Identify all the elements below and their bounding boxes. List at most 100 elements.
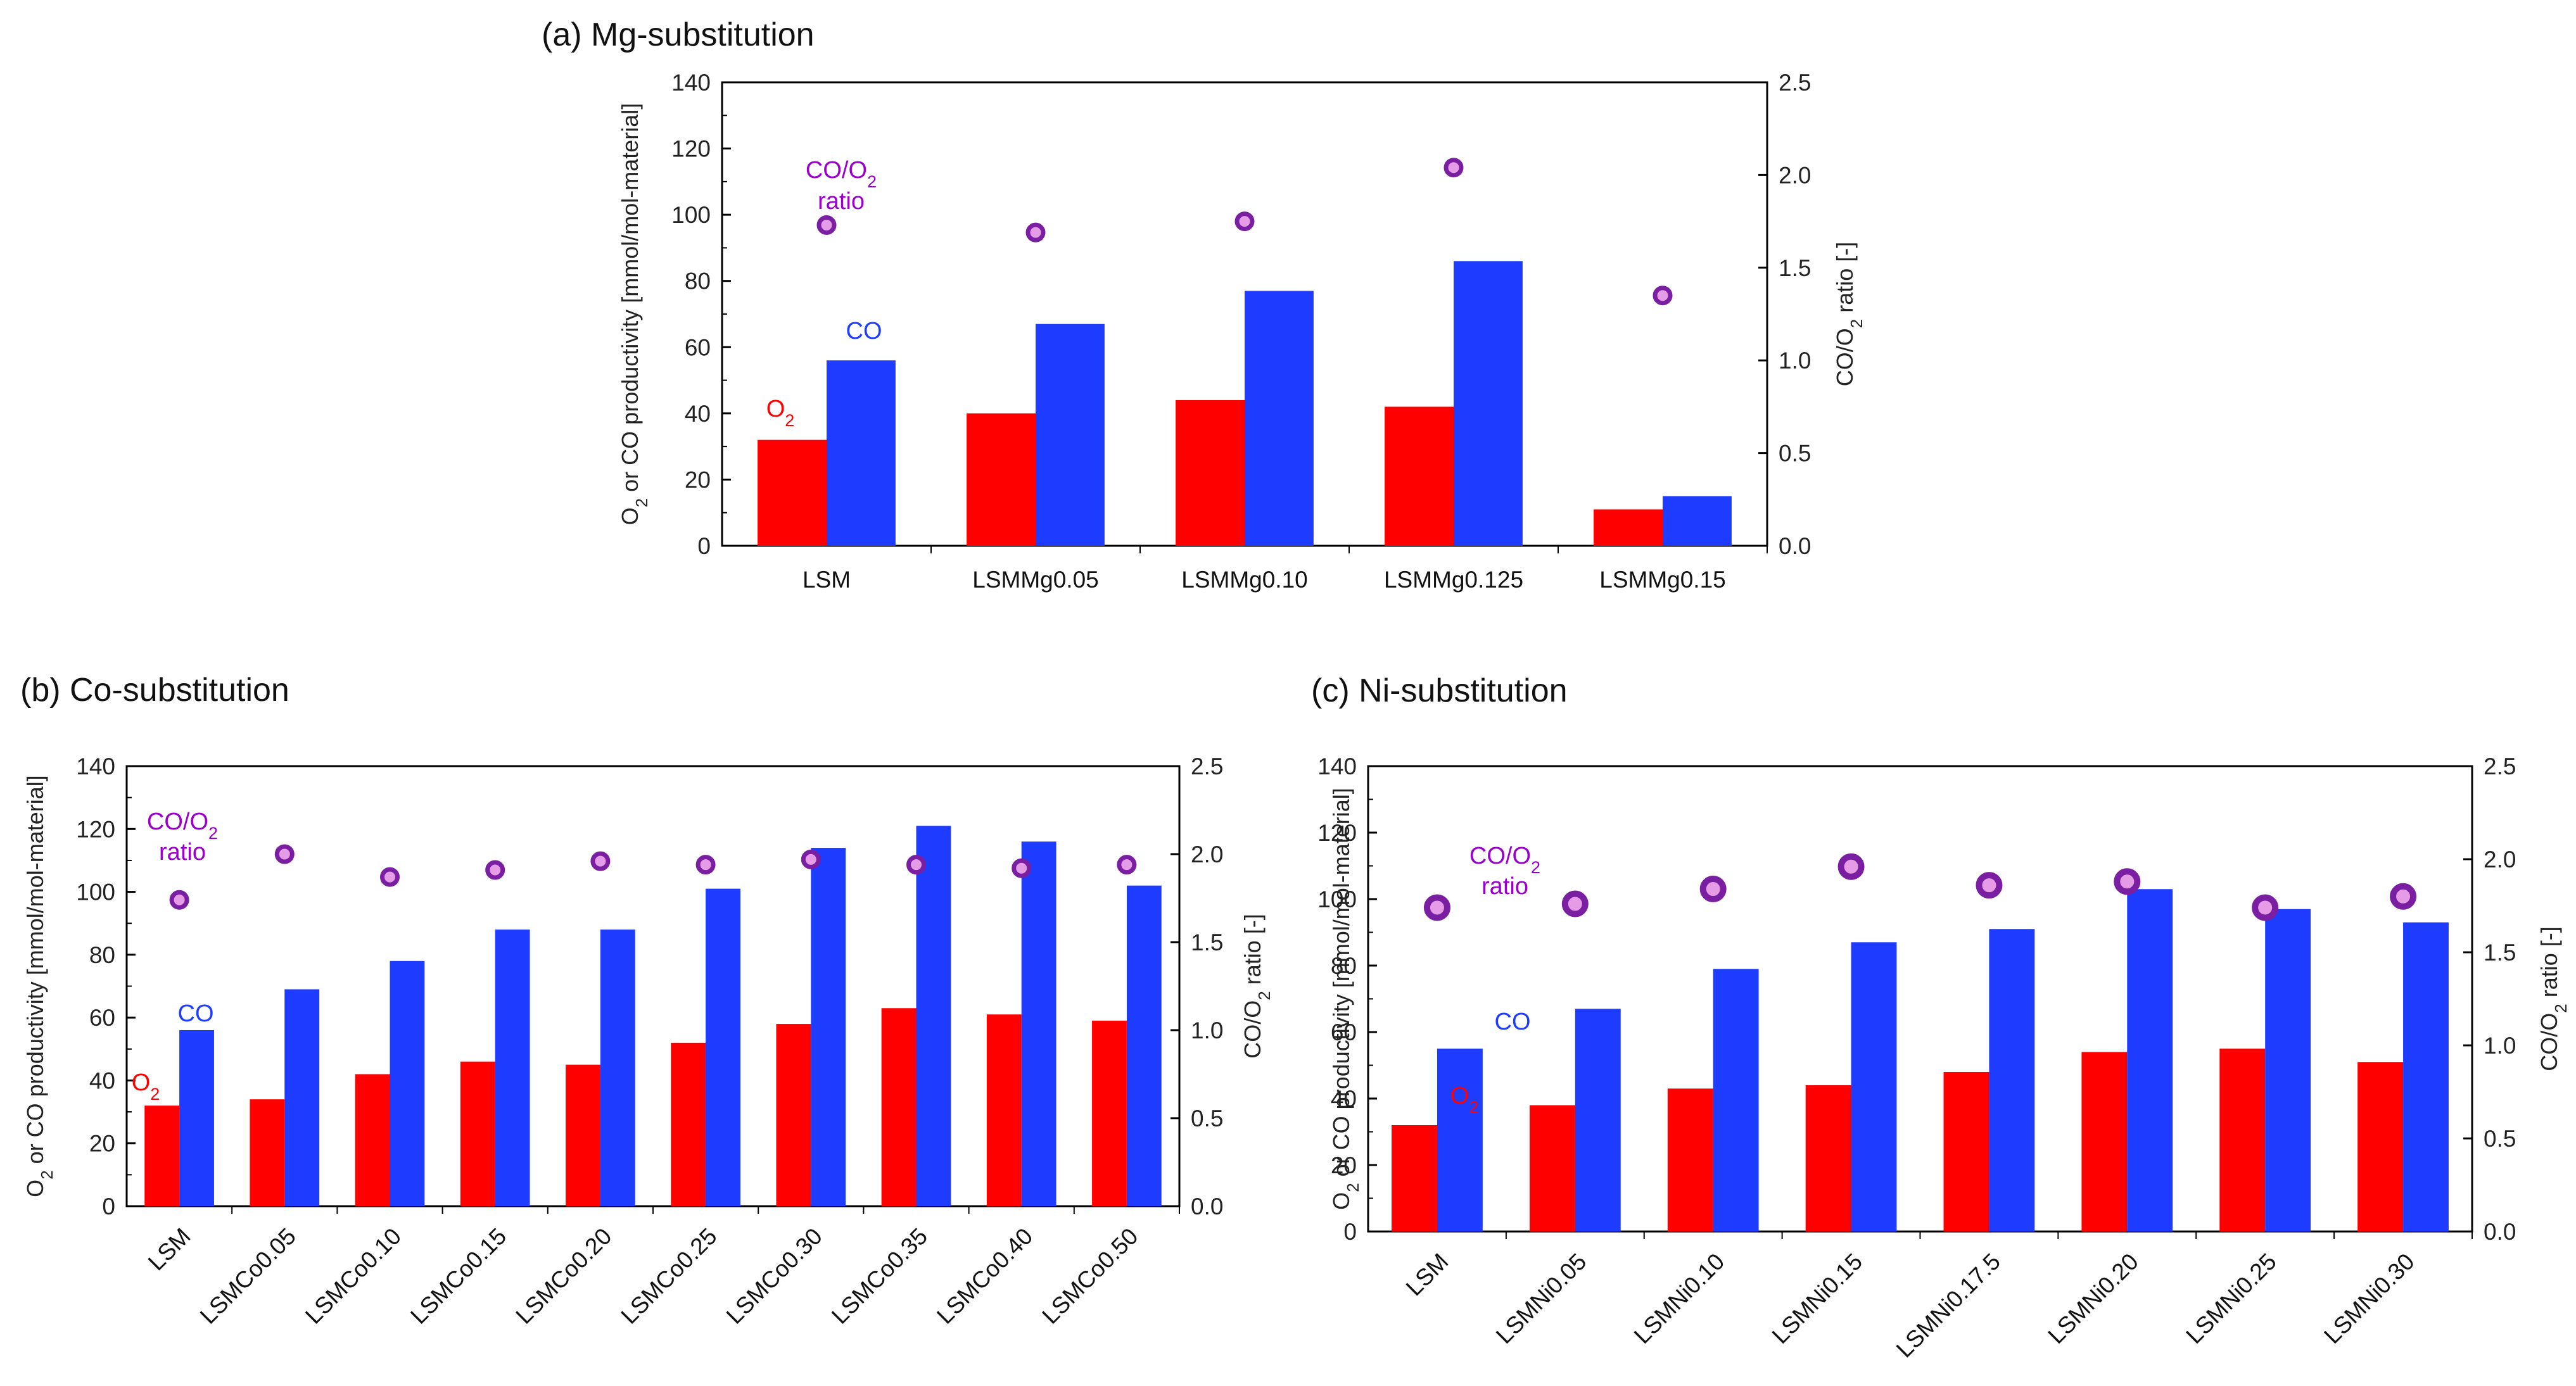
ratio-point bbox=[1837, 853, 1865, 880]
x-tick-label: LSM bbox=[143, 1223, 196, 1276]
bar-co bbox=[1021, 841, 1056, 1206]
bar-co bbox=[1663, 496, 1732, 546]
bar-o2 bbox=[1176, 400, 1245, 546]
ratio-series-label: CO/O2 bbox=[806, 157, 877, 191]
y-tick-label: 80 bbox=[89, 942, 115, 968]
bar-o2 bbox=[2357, 1062, 2404, 1232]
co-series-label: CO bbox=[178, 1000, 214, 1027]
x-tick-label: LSM bbox=[803, 567, 851, 593]
x-tick-label: LSMNi0.25 bbox=[2181, 1249, 2281, 1349]
x-tick-label: LSMMg0.125 bbox=[1384, 567, 1523, 593]
bar-o2 bbox=[967, 413, 1036, 546]
bar-co bbox=[827, 360, 896, 546]
bar-co bbox=[1126, 885, 1162, 1206]
bar-o2 bbox=[1667, 1088, 1713, 1232]
y-tick-label: 40 bbox=[1331, 1086, 1357, 1112]
y-tick-label: 100 bbox=[76, 879, 115, 905]
y-axis-label: O2 or CO productivity [mmol/mol-material… bbox=[1328, 788, 1362, 1210]
y2-tick-label: 2.5 bbox=[2484, 753, 2516, 779]
bar-co bbox=[495, 929, 530, 1206]
co-series-label: CO bbox=[1495, 1009, 1531, 1035]
x-tick-label: LSMNi0.20 bbox=[2043, 1249, 2143, 1349]
ratio-point bbox=[2390, 883, 2417, 910]
x-tick-label: LSMNi0.10 bbox=[1629, 1249, 1729, 1349]
y-axis-label: O2 or CO productivity [mmol/mol-material… bbox=[617, 103, 651, 526]
y2-tick-label: 0.5 bbox=[1191, 1106, 1223, 1131]
x-tick-label: LSMNi0.15 bbox=[1767, 1249, 1867, 1349]
y-tick-label: 60 bbox=[685, 334, 711, 360]
x-tick-label: LSMCo0.35 bbox=[827, 1223, 932, 1329]
x-tick-label: LSMCo0.30 bbox=[721, 1223, 827, 1329]
bar-o2 bbox=[460, 1061, 495, 1206]
bar-o2 bbox=[1594, 509, 1663, 546]
bar-o2 bbox=[2219, 1049, 2266, 1232]
y2-tick-label: 0.0 bbox=[1191, 1194, 1223, 1219]
ratio-point bbox=[485, 860, 505, 880]
y2-tick-label: 0.5 bbox=[2484, 1126, 2516, 1152]
ratio-point bbox=[2252, 894, 2279, 921]
x-tick-label: LSMCo0.20 bbox=[511, 1223, 616, 1329]
y-tick-label: 0 bbox=[1343, 1219, 1357, 1245]
bar-co bbox=[1713, 969, 1759, 1232]
bar-co bbox=[706, 888, 740, 1206]
ratio-series-label: CO/O2 bbox=[147, 809, 218, 843]
ratio-point bbox=[590, 851, 611, 871]
x-tick-label: LSMCo0.15 bbox=[405, 1223, 511, 1329]
ratio-point bbox=[1561, 890, 1589, 917]
bar-o2 bbox=[986, 1014, 1022, 1206]
y-tick-label: 20 bbox=[89, 1131, 115, 1157]
bar-co bbox=[811, 848, 846, 1206]
y-tick-label: 20 bbox=[685, 467, 711, 493]
ratio-point bbox=[1423, 894, 1450, 921]
y-tick-label: 140 bbox=[1317, 753, 1357, 779]
bar-o2 bbox=[776, 1024, 811, 1206]
bar-o2 bbox=[566, 1064, 600, 1206]
y2-tick-label: 0.0 bbox=[1779, 533, 1811, 559]
bar-co bbox=[916, 826, 951, 1206]
co-series-label: CO bbox=[846, 318, 882, 344]
y2-axis-label: CO/O2 ratio [-] bbox=[2536, 926, 2570, 1071]
y2-tick-label: 2.5 bbox=[1779, 70, 1811, 96]
x-tick-label: LSMMg0.15 bbox=[1599, 567, 1726, 593]
x-tick-label: LSMCo0.10 bbox=[300, 1223, 406, 1329]
ratio-point bbox=[2114, 868, 2141, 895]
y2-tick-label: 1.0 bbox=[2484, 1033, 2516, 1059]
bar-o2 bbox=[1092, 1021, 1127, 1206]
bar-o2 bbox=[1392, 1125, 1437, 1232]
ratio-point bbox=[169, 890, 189, 910]
y-tick-label: 0 bbox=[102, 1194, 115, 1219]
x-tick-label: LSMNi0.17.5 bbox=[1891, 1249, 2005, 1363]
bar-o2 bbox=[250, 1099, 285, 1206]
ratio-series-label-line2: ratio bbox=[159, 839, 206, 866]
x-tick-label: LSMCo0.05 bbox=[195, 1223, 301, 1329]
ratio-point bbox=[1443, 158, 1464, 178]
bar-co bbox=[390, 961, 425, 1206]
ratio-point bbox=[1117, 855, 1137, 875]
bar-o2 bbox=[671, 1042, 706, 1206]
ratio-point bbox=[1025, 222, 1046, 243]
bar-o2 bbox=[1529, 1105, 1575, 1232]
bar-o2 bbox=[758, 439, 827, 546]
x-tick-label: LSMNi0.30 bbox=[2319, 1249, 2419, 1349]
y2-tick-label: 1.5 bbox=[1191, 929, 1223, 955]
x-tick-label: LSMCo0.25 bbox=[616, 1223, 722, 1329]
y2-tick-label: 0.0 bbox=[2484, 1219, 2516, 1245]
y-tick-label: 80 bbox=[1331, 953, 1357, 979]
ratio-point bbox=[1699, 876, 1727, 903]
y2-tick-label: 1.0 bbox=[1779, 348, 1811, 374]
bar-o2 bbox=[1385, 406, 1454, 546]
x-tick-label: LSMCo0.50 bbox=[1037, 1223, 1143, 1329]
bar-o2 bbox=[1805, 1085, 1851, 1232]
x-tick-label: LSMCo0.40 bbox=[932, 1223, 1037, 1329]
bar-o2 bbox=[1943, 1072, 1989, 1232]
y-axis-label: O2 or CO productivity [mmol/mol-material… bbox=[22, 775, 56, 1197]
ratio-point bbox=[1012, 858, 1032, 878]
bar-o2 bbox=[355, 1074, 390, 1206]
ratio-series-label-line2: ratio bbox=[818, 188, 865, 215]
y-tick-label: 0 bbox=[697, 533, 711, 559]
ratio-point bbox=[906, 855, 926, 875]
bar-co bbox=[2403, 922, 2449, 1232]
bar-co bbox=[1036, 324, 1105, 546]
ratio-point bbox=[274, 844, 295, 864]
